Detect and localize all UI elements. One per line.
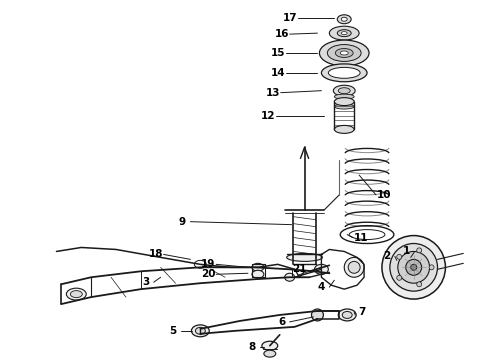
- Ellipse shape: [264, 350, 276, 357]
- Circle shape: [397, 275, 402, 280]
- Circle shape: [416, 248, 422, 253]
- Circle shape: [406, 260, 421, 275]
- Text: 15: 15: [270, 48, 285, 58]
- Ellipse shape: [334, 125, 354, 133]
- Text: 4: 4: [318, 282, 325, 292]
- Text: 21: 21: [293, 264, 307, 274]
- Circle shape: [390, 243, 438, 291]
- Text: 3: 3: [142, 277, 149, 287]
- Ellipse shape: [338, 309, 356, 321]
- Text: 14: 14: [270, 68, 285, 78]
- Ellipse shape: [196, 327, 205, 334]
- Ellipse shape: [337, 30, 351, 37]
- Circle shape: [411, 264, 416, 270]
- Ellipse shape: [344, 257, 364, 277]
- Text: 9: 9: [179, 217, 186, 227]
- Text: 10: 10: [377, 190, 391, 200]
- Text: 17: 17: [282, 13, 297, 23]
- Ellipse shape: [334, 99, 354, 104]
- Circle shape: [397, 255, 402, 259]
- Ellipse shape: [319, 40, 369, 66]
- Ellipse shape: [66, 288, 86, 300]
- Ellipse shape: [341, 17, 347, 21]
- Ellipse shape: [334, 98, 354, 105]
- Text: 5: 5: [169, 326, 176, 336]
- Ellipse shape: [262, 341, 278, 350]
- Text: 18: 18: [148, 249, 163, 260]
- Ellipse shape: [285, 273, 294, 281]
- Text: 12: 12: [261, 112, 275, 121]
- Text: 6: 6: [278, 317, 285, 327]
- Text: 20: 20: [201, 269, 216, 279]
- Text: 13: 13: [266, 88, 280, 98]
- Text: 2: 2: [383, 251, 391, 261]
- Ellipse shape: [337, 15, 351, 24]
- Ellipse shape: [192, 325, 209, 337]
- Circle shape: [312, 309, 323, 321]
- Ellipse shape: [335, 49, 353, 58]
- Ellipse shape: [348, 261, 360, 273]
- Ellipse shape: [334, 94, 354, 99]
- Circle shape: [416, 282, 422, 287]
- Text: 1: 1: [403, 247, 410, 256]
- Text: 16: 16: [274, 29, 289, 39]
- Ellipse shape: [328, 67, 360, 78]
- Ellipse shape: [327, 45, 361, 62]
- Ellipse shape: [315, 264, 328, 274]
- Ellipse shape: [342, 311, 352, 319]
- Text: 8: 8: [248, 342, 256, 352]
- Text: 11: 11: [354, 233, 368, 243]
- Ellipse shape: [338, 88, 350, 94]
- Ellipse shape: [341, 32, 347, 35]
- Ellipse shape: [287, 253, 322, 261]
- Circle shape: [398, 251, 430, 283]
- Ellipse shape: [252, 270, 264, 278]
- Ellipse shape: [321, 64, 367, 82]
- Circle shape: [382, 235, 445, 299]
- Ellipse shape: [71, 291, 82, 298]
- Ellipse shape: [340, 51, 348, 55]
- Text: 19: 19: [201, 259, 216, 269]
- Ellipse shape: [333, 85, 355, 96]
- Circle shape: [429, 265, 434, 270]
- Ellipse shape: [252, 264, 264, 271]
- Text: 7: 7: [358, 307, 366, 317]
- Ellipse shape: [329, 26, 359, 40]
- Ellipse shape: [334, 104, 354, 109]
